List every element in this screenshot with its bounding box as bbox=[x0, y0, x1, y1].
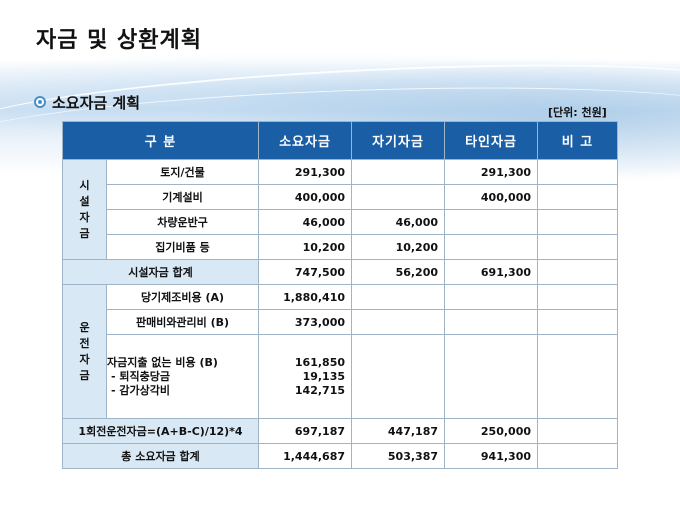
cell-required: 10,200 bbox=[258, 234, 353, 260]
cell-other: 941,300 bbox=[444, 443, 539, 469]
subtotal-row: 1회전운전자금=(A+B-C)/12)*4 697,187 447,187 25… bbox=[61, 418, 619, 444]
cell-required: 747,500 bbox=[258, 259, 353, 285]
funding-table: 구 분 소요자금 자기자금 타인자금 비 고 시 설 자 금 토지/건물 291… bbox=[61, 121, 619, 469]
header-own: 자기자금 bbox=[351, 121, 446, 160]
noncash-value: 161,850 bbox=[294, 355, 346, 369]
cell-own: 503,387 bbox=[351, 443, 446, 469]
cell-own bbox=[351, 159, 446, 185]
table-row: 차량운반구 46,000 46,000 bbox=[63, 209, 619, 235]
row-item: 토지/건물 bbox=[105, 159, 260, 185]
noncash-value: 19,135 bbox=[302, 369, 346, 383]
cell-own: 447,187 bbox=[351, 418, 446, 444]
table-row: 운 전 자 금 당기제조비용 (A) 1,880,410 bbox=[62, 284, 619, 419]
cell-required: 697,187 bbox=[258, 418, 353, 444]
cell-note bbox=[537, 418, 619, 444]
cell-own bbox=[351, 334, 446, 419]
cell-note bbox=[537, 309, 619, 335]
cell-note bbox=[537, 184, 619, 210]
noncash-item: 자금지출 없는 비용 (B) - 퇴직충당금 - 감가상각비 bbox=[105, 334, 260, 419]
table-row: 시 설 자 금 토지/건물 291,300 291,300 bbox=[62, 159, 619, 260]
table-row: 기계설비 400,000 400,000 bbox=[63, 184, 619, 210]
row-item: 차량운반구 bbox=[105, 209, 260, 235]
header-category: 구 분 bbox=[61, 121, 260, 160]
cell-other: 691,300 bbox=[444, 259, 539, 285]
cell-note bbox=[537, 159, 619, 185]
page-title: 자금 및 상환계획 bbox=[36, 28, 202, 53]
noncash-line: - 감가상각비 bbox=[111, 383, 170, 397]
cell-note bbox=[537, 234, 619, 260]
total-row: 총 소요자금 합계 1,444,687 503,387 941,300 bbox=[61, 443, 619, 469]
cell-other bbox=[444, 284, 539, 310]
operating-group-label: 운 전 자 금 bbox=[62, 284, 107, 419]
cell-note bbox=[537, 259, 619, 285]
table-header-row: 구 분 소요자금 자기자금 타인자금 비 고 bbox=[61, 121, 619, 160]
grand-total-label: 총 소요자금 합계 bbox=[61, 443, 260, 469]
cell-required: 373,000 bbox=[258, 309, 353, 335]
cell-required: 1,880,410 bbox=[258, 284, 353, 310]
cell-own: 10,200 bbox=[351, 234, 446, 260]
cell-note bbox=[537, 209, 619, 235]
cell-other: 291,300 bbox=[444, 159, 539, 185]
cell-required: 1,444,687 bbox=[258, 443, 353, 469]
noncash-value: 142,715 bbox=[294, 383, 346, 397]
cell-required: 46,000 bbox=[258, 209, 353, 235]
cell-other bbox=[444, 234, 539, 260]
cell-other: 250,000 bbox=[444, 418, 539, 444]
header-note: 비 고 bbox=[537, 121, 619, 160]
noncash-required: 161,850 19,135 142,715 bbox=[258, 334, 353, 419]
cell-note bbox=[537, 443, 619, 469]
facility-total-label: 시설자금 합계 bbox=[61, 259, 260, 285]
cell-required: 400,000 bbox=[258, 184, 353, 210]
cell-other bbox=[444, 209, 539, 235]
row-item: 기계설비 bbox=[105, 184, 260, 210]
cell-other: 400,000 bbox=[444, 184, 539, 210]
row-item: 판매비와관리비 (B) bbox=[105, 309, 260, 335]
operating-round-label: 1회전운전자금=(A+B-C)/12)*4 bbox=[61, 418, 260, 444]
header-required: 소요자금 bbox=[258, 121, 353, 160]
cell-own: 46,000 bbox=[351, 209, 446, 235]
cell-own bbox=[351, 284, 446, 310]
table-row: 판매비와관리비 (B) 373,000 bbox=[63, 309, 619, 335]
cell-note bbox=[537, 284, 619, 310]
facility-group-label: 시 설 자 금 bbox=[62, 159, 107, 260]
header-other: 타인자금 bbox=[444, 121, 539, 160]
section-title: 소요자금 계획 bbox=[52, 94, 141, 112]
noncash-line: 자금지출 없는 비용 (B) bbox=[107, 355, 218, 369]
noncash-line: - 퇴직충당금 bbox=[111, 369, 170, 383]
row-item: 당기제조비용 (A) bbox=[105, 284, 260, 310]
cell-note bbox=[537, 334, 619, 419]
row-item: 집기비품 등 bbox=[105, 234, 260, 260]
unit-label: [단위: 천원] bbox=[548, 106, 607, 119]
cell-required: 291,300 bbox=[258, 159, 353, 185]
cell-own bbox=[351, 309, 446, 335]
subtotal-row: 시설자금 합계 747,500 56,200 691,300 bbox=[61, 259, 619, 285]
cell-own bbox=[351, 184, 446, 210]
cell-other bbox=[444, 334, 539, 419]
cell-own: 56,200 bbox=[351, 259, 446, 285]
table-row: 자금지출 없는 비용 (B) - 퇴직충당금 - 감가상각비 161,850 1… bbox=[63, 334, 619, 419]
cell-other bbox=[444, 309, 539, 335]
bullet-icon bbox=[34, 96, 46, 108]
table-row: 집기비품 등 10,200 10,200 bbox=[63, 234, 619, 260]
